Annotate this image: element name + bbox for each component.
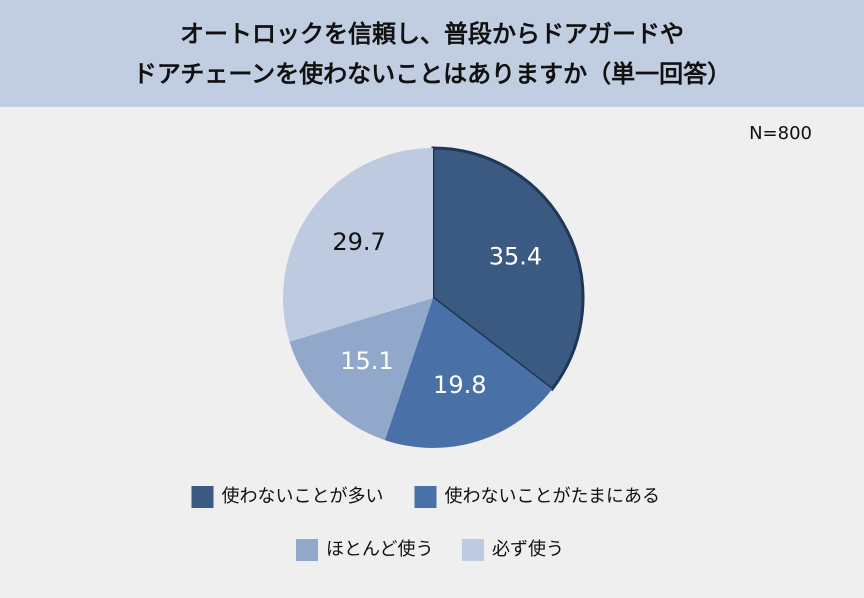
value-label: 35.4 (489, 242, 542, 270)
legend-swatch (414, 486, 437, 508)
legend-label: 使わないことがたまにある (445, 486, 660, 507)
legend-label: 必ず使う (492, 539, 564, 560)
legend-label: 使わないことが多い (222, 486, 384, 507)
pie-slice (384, 298, 553, 449)
value-label: 19.8 (433, 371, 486, 399)
value-label: 15.1 (340, 347, 393, 375)
value-label: 29.7 (332, 228, 385, 256)
legend-swatch (296, 539, 318, 561)
header: オートロックを信頼し、普段からドアガードや ドアチェーンを使わないことはあります… (0, 0, 864, 107)
chart-title: オートロックを信頼し、普段からドアガードや ドアチェーンを使わないことはあります… (132, 19, 732, 88)
legend-swatch (191, 486, 214, 508)
pie-slice (289, 298, 433, 441)
annotation: N=800 (749, 123, 812, 144)
pie-slice (431, 146, 585, 392)
legend-swatch (462, 539, 484, 561)
legend-label: ほとんど使う (326, 539, 433, 560)
pie-slice (283, 148, 433, 342)
